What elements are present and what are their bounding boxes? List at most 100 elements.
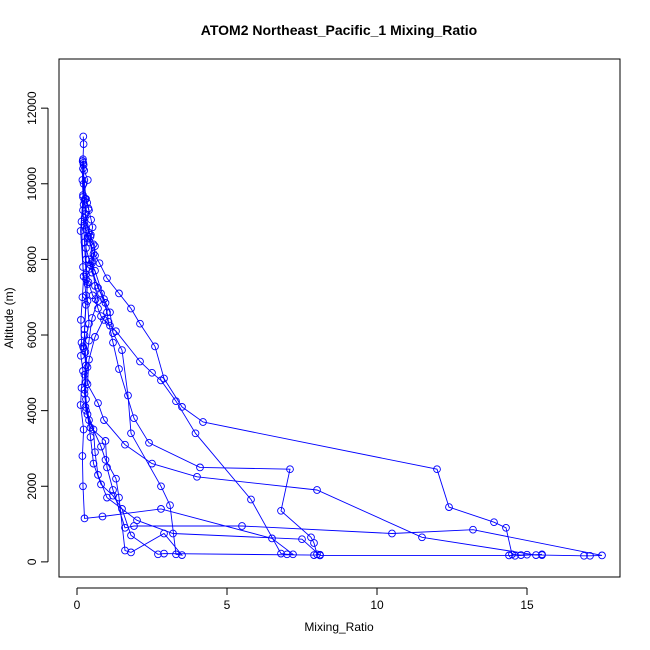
series-5	[78, 157, 546, 560]
data-point	[101, 455, 110, 464]
data-point	[121, 440, 129, 449]
data-point	[580, 551, 588, 560]
series-line	[80, 136, 295, 555]
data-point	[160, 549, 168, 558]
series-line	[82, 162, 321, 556]
data-point	[100, 316, 108, 324]
data-point	[178, 403, 186, 411]
data-point	[445, 503, 453, 511]
y-tick-label: 8000	[25, 246, 39, 273]
data-point	[154, 550, 162, 559]
data-point	[598, 551, 606, 560]
data-point	[79, 344, 88, 353]
data-point	[289, 550, 297, 559]
x-axis-label: Mixing_Ratio	[304, 620, 374, 634]
data-point	[100, 416, 108, 424]
data-point	[97, 442, 105, 451]
data-point	[80, 238, 89, 247]
data-point	[85, 355, 93, 364]
data-point	[133, 516, 141, 525]
data-point	[97, 480, 105, 489]
data-point	[78, 176, 87, 184]
data-point	[196, 463, 204, 472]
data-point	[103, 463, 111, 472]
series-layer	[76, 132, 606, 560]
data-point	[166, 501, 174, 510]
data-point	[310, 551, 318, 559]
data-point	[433, 465, 441, 474]
y-tick-label: 4000	[25, 397, 39, 424]
data-point	[77, 316, 85, 324]
data-point	[79, 425, 88, 434]
data-point	[586, 551, 594, 560]
data-point	[80, 325, 89, 334]
series-3	[79, 179, 186, 559]
data-point	[313, 486, 321, 494]
data-point	[127, 429, 135, 438]
data-point	[79, 140, 88, 148]
data-point	[109, 329, 117, 337]
plot-area-frame	[58, 58, 621, 578]
data-point	[80, 196, 89, 205]
data-point	[490, 518, 498, 527]
data-point	[112, 474, 120, 483]
y-tick-label: 6000	[25, 321, 39, 348]
y-tick-label: 10000	[25, 167, 39, 201]
data-point	[283, 550, 291, 559]
data-point	[95, 259, 104, 268]
y-tick-label: 0	[25, 558, 39, 565]
chart-title: ATOM2 Northeast_Pacific_1 Mixing_Ratio	[201, 22, 477, 38]
data-point	[178, 551, 186, 559]
y-tick-label: 2000	[25, 473, 39, 500]
x-tick-label: 15	[520, 598, 534, 612]
data-point	[145, 438, 153, 447]
data-point	[118, 505, 126, 513]
data-point	[86, 261, 95, 269]
data-point	[191, 429, 200, 438]
data-point	[91, 333, 99, 341]
data-point	[76, 401, 85, 409]
data-point	[80, 389, 89, 398]
data-point	[88, 268, 96, 277]
data-point	[81, 403, 90, 411]
data-point	[148, 368, 156, 377]
data-point	[88, 259, 96, 268]
data-point	[89, 425, 98, 434]
data-point	[388, 529, 396, 538]
data-point	[82, 225, 90, 233]
data-point	[94, 304, 102, 313]
data-point	[511, 551, 519, 560]
data-point	[151, 342, 159, 351]
data-point	[121, 546, 129, 555]
series-line	[83, 183, 184, 556]
data-point	[469, 525, 477, 534]
y-axis: 0 2000 4000 6000 8000 10000 12000	[25, 91, 49, 565]
data-point	[103, 274, 111, 283]
series-line	[82, 161, 543, 557]
data-point	[136, 357, 144, 366]
data-point	[538, 550, 546, 559]
data-point	[118, 346, 126, 354]
y-tick-label: 12000	[25, 91, 39, 125]
series-2	[77, 164, 606, 560]
series-line	[81, 168, 603, 557]
data-point	[130, 414, 138, 423]
data-point	[127, 531, 135, 540]
data-point	[316, 551, 324, 560]
data-point	[532, 551, 540, 559]
series-4	[79, 159, 324, 559]
data-point	[86, 232, 95, 241]
data-point	[82, 255, 90, 264]
data-point	[91, 295, 100, 303]
data-point	[80, 166, 89, 175]
data-point	[298, 535, 306, 544]
data-point	[79, 482, 87, 491]
data-point	[115, 289, 123, 298]
data-point	[83, 297, 92, 305]
x-tick-label: 0	[74, 598, 81, 612]
data-point	[85, 319, 93, 328]
data-point	[78, 157, 87, 165]
data-point	[157, 482, 165, 491]
data-point	[127, 304, 135, 313]
